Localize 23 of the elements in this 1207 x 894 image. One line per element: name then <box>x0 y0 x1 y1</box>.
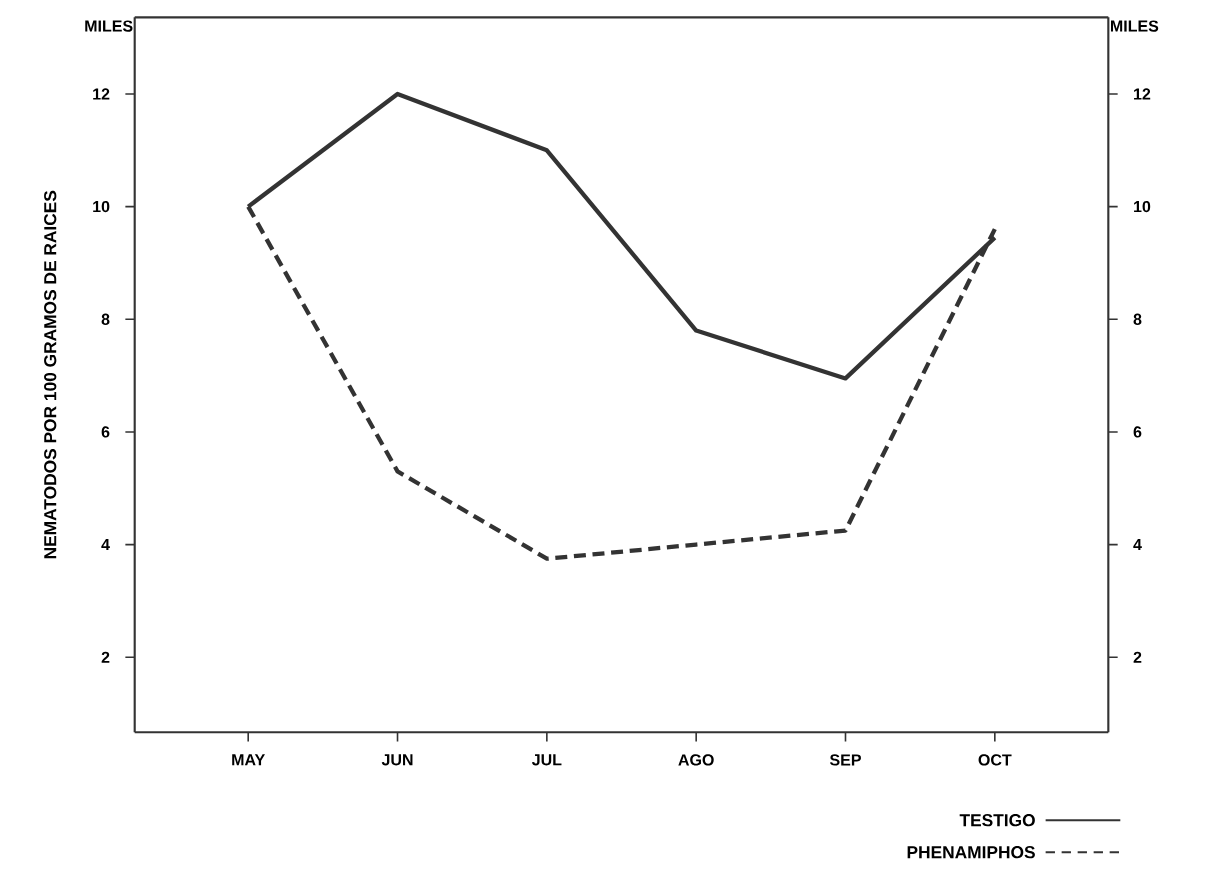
text: MILES <box>85 20 133 32</box>
y-tick-label: 8 <box>101 313 110 326</box>
y2-tick-label: 4 <box>1133 539 1142 551</box>
y2-tick-label: 6 <box>1133 426 1142 438</box>
y-tick-label: 10 <box>93 201 110 213</box>
y2-tick-label: 2 <box>1133 651 1142 664</box>
y2-tick-label: 10 <box>1134 201 1151 213</box>
text: MILES <box>1110 20 1159 32</box>
x-tick-label: MAY <box>232 754 265 766</box>
x-tick-label: JUL <box>531 754 562 766</box>
y-tick-label: 4 <box>101 539 110 551</box>
y2-tick-label: 8 <box>1133 313 1142 326</box>
x-tick-label: SEP <box>829 754 861 766</box>
legend-label: TESTIGO <box>959 814 1035 827</box>
y-axis-title: NEMATODOS POR 100 GRAMOS DE RAICES <box>44 191 57 559</box>
y2-tick-label: 12 <box>1134 88 1151 100</box>
y-tick-label: 12 <box>93 88 110 100</box>
legend-label: PHENAMIPHOS <box>907 846 1035 859</box>
x-tick-label: OCT <box>978 754 1012 766</box>
y-tick-label: 6 <box>101 426 110 438</box>
y-tick-label: 2 <box>101 651 110 664</box>
x-tick-label: JUN <box>381 754 413 766</box>
x-tick-label: AGO <box>678 754 714 766</box>
